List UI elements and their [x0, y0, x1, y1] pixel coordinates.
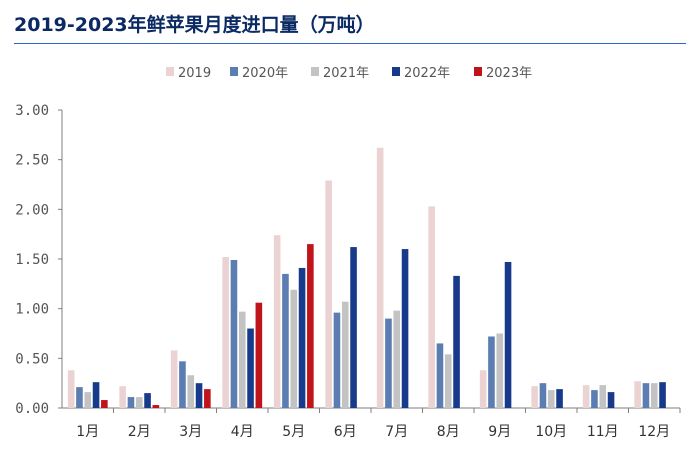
bar [479, 370, 487, 408]
legend-label: 2021年 [323, 66, 369, 81]
x-tick-label: 9月 [488, 424, 511, 440]
bar [531, 386, 538, 408]
bar [496, 333, 504, 408]
bar [92, 382, 100, 408]
legend-swatch [230, 67, 238, 76]
bar [453, 275, 460, 408]
bar [135, 397, 143, 408]
x-tick-label: 1月 [76, 424, 99, 440]
bar [152, 405, 160, 408]
bar [547, 390, 555, 408]
bar [650, 383, 658, 408]
legend-swatch [474, 67, 482, 76]
y-tick-label: 3.00 [15, 103, 49, 119]
bar [144, 393, 151, 408]
legend-swatch [311, 67, 319, 76]
bar [436, 343, 444, 408]
bar [444, 354, 452, 408]
bar [350, 247, 357, 408]
bar [119, 386, 126, 408]
bar [127, 397, 135, 408]
bar [428, 206, 435, 408]
bar [170, 350, 178, 408]
bar [539, 383, 547, 408]
bar [341, 301, 349, 408]
x-tick-label: 3月 [179, 424, 202, 440]
y-tick-label: 1.50 [15, 252, 49, 268]
bar [659, 382, 666, 408]
bar [101, 400, 108, 408]
title-underline [14, 43, 686, 44]
y-tick-labels: 0.00 0.50 1.00 1.50 2.00 2.50 3.00 [15, 103, 62, 417]
y-tick-label: 0.50 [15, 351, 49, 367]
x-tick-label: 10月 [535, 424, 567, 440]
bar [634, 381, 641, 408]
bars [67, 147, 666, 408]
bar [401, 249, 409, 408]
chart-title: 2019-2023年鲜苹果月度进口量（万吨） [14, 14, 375, 36]
y-tick-label: 2.50 [15, 153, 49, 169]
y-tick-label: 1.00 [15, 302, 49, 318]
bar [591, 390, 598, 408]
legend-label: 2020年 [242, 66, 288, 81]
legend-label: 2022年 [404, 66, 450, 81]
bar [607, 392, 615, 408]
bar [195, 383, 203, 408]
bar [67, 370, 75, 408]
x-tick-labels: 1月 2月 3月 4月 5月 6月 7月 8月 9月 10月 11月 12月 [76, 408, 681, 440]
y-tick-label: 0.00 [15, 401, 49, 417]
bar [230, 259, 238, 408]
bar [325, 180, 332, 408]
bar [504, 261, 512, 408]
bar [556, 389, 563, 408]
bar [307, 244, 314, 408]
y-tick-label: 2.00 [15, 202, 49, 218]
bar [84, 392, 92, 408]
bar [204, 389, 211, 408]
bar [488, 336, 495, 408]
bar [179, 361, 186, 408]
x-tick-label: 2月 [128, 424, 151, 440]
legend-label: 2023年 [486, 66, 532, 81]
bar [393, 310, 401, 408]
bar [273, 235, 281, 408]
x-tick-label: 7月 [385, 424, 408, 440]
legend-swatch [392, 67, 400, 76]
bar [76, 387, 83, 408]
bar [247, 328, 254, 408]
bar [222, 257, 229, 408]
x-tick-label: 5月 [282, 424, 305, 440]
bar [290, 289, 298, 408]
bar [298, 267, 306, 408]
bar [376, 147, 384, 408]
bar [582, 385, 590, 408]
x-tick-label: 4月 [231, 424, 254, 440]
legend-swatch [166, 67, 174, 76]
x-tick-label: 12月 [638, 424, 670, 440]
bar [385, 318, 392, 408]
bar [255, 302, 263, 408]
axes [61, 110, 680, 409]
bar [238, 311, 246, 408]
legend-label: 2019 [178, 66, 211, 81]
x-tick-label: 11月 [587, 424, 619, 440]
bar [282, 273, 289, 408]
x-tick-label: 8月 [437, 424, 460, 440]
legend: 2019 2020年 2021年 2022年 2023年 [166, 66, 532, 81]
bar [642, 383, 650, 408]
bar [187, 375, 195, 408]
bar [599, 385, 607, 408]
bar [333, 312, 341, 408]
x-tick-label: 6月 [334, 424, 357, 440]
